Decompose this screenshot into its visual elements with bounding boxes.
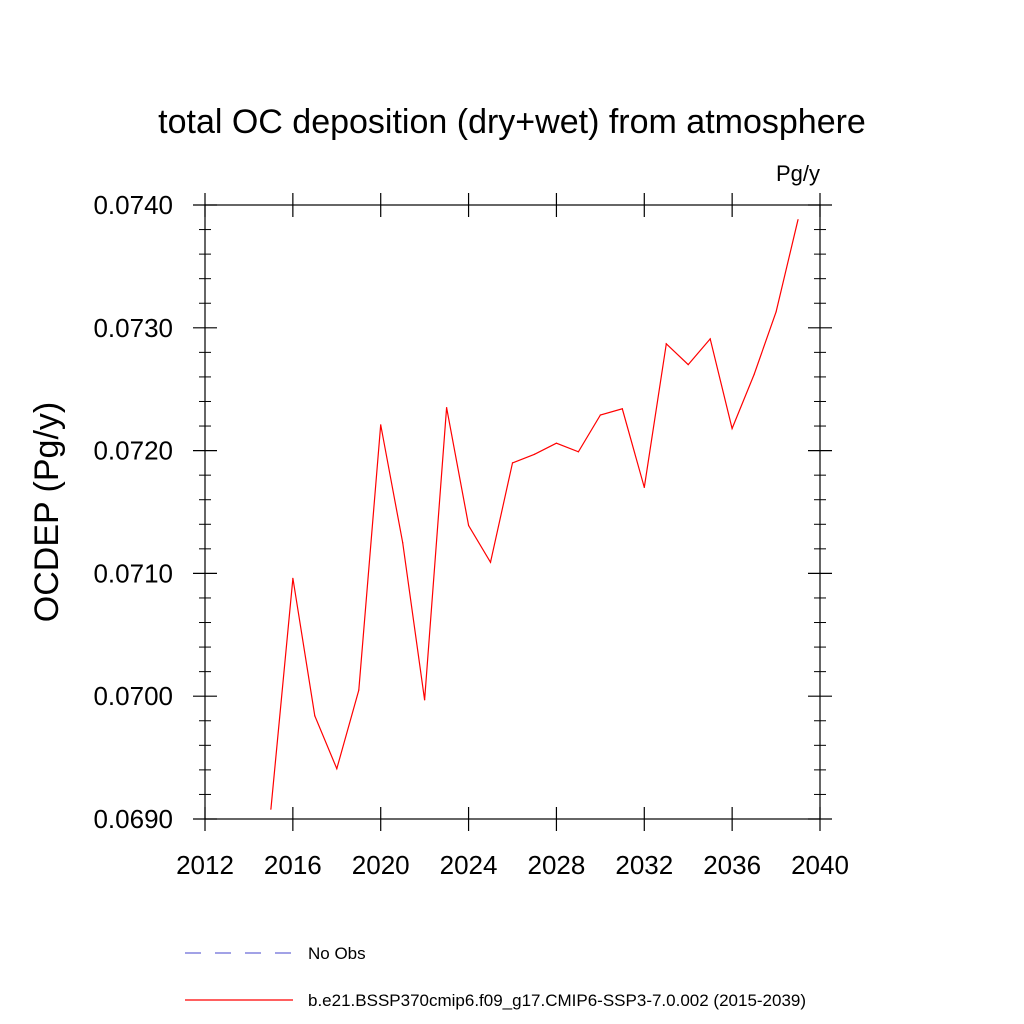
- data-point: [336, 768, 338, 770]
- y-tick-label: 0.0700: [93, 681, 173, 711]
- data-point: [665, 343, 667, 345]
- data-point: [467, 524, 470, 527]
- series-layer: [270, 219, 799, 810]
- x-tick-label: 2016: [264, 850, 322, 880]
- data-point: [424, 699, 426, 701]
- data-point: [380, 424, 382, 426]
- x-tick-label: 2012: [176, 850, 234, 880]
- data-point: [533, 453, 536, 455]
- x-tick-labels: 2012 2016 2020 2024 2028 2032 2036 2040: [176, 850, 849, 880]
- y-tick-label: 0.0730: [93, 313, 173, 343]
- y-tick-label: 0.0710: [93, 558, 173, 588]
- x-tick-label: 2032: [615, 850, 673, 880]
- x-tick-label: 2028: [528, 850, 586, 880]
- series-line-0: [270, 219, 799, 810]
- x-tick-label: 2024: [440, 850, 498, 880]
- data-point: [446, 407, 448, 409]
- data-point: [489, 561, 492, 563]
- data-point: [555, 442, 558, 444]
- data-point: [599, 414, 601, 416]
- data-point: [270, 808, 272, 810]
- data-point: [358, 689, 360, 691]
- x-tick-label: 2036: [703, 850, 761, 880]
- x-tick-label: 2020: [352, 850, 410, 880]
- data-point: [687, 364, 689, 366]
- legend-label: No Obs: [308, 944, 366, 963]
- data-point: [314, 715, 316, 717]
- data-point: [709, 338, 711, 340]
- data-point: [643, 486, 645, 489]
- y-tick-labels: 0.0690 0.0700 0.0710 0.0720 0.0730 0.0740: [93, 190, 173, 834]
- legend: No Obs b.e21.BSSP370cmip6.f09_g17.CMIP6-S…: [185, 944, 806, 1010]
- units-label: Pg/y: [776, 161, 820, 186]
- x-tick-label: 2040: [791, 850, 849, 880]
- plot-frame: [204, 204, 821, 820]
- data-point: [577, 451, 579, 453]
- chart-title: total OC deposition (dry+wet) from atmos…: [158, 103, 866, 141]
- y-axis-label: OCDEP (Pg/y): [28, 402, 66, 622]
- data-point: [775, 311, 777, 313]
- y-tick-label: 0.0740: [93, 190, 173, 220]
- data-point: [621, 408, 623, 410]
- axis-ticks: [193, 193, 832, 831]
- data-point: [731, 427, 733, 430]
- y-tick-label: 0.0690: [93, 804, 173, 834]
- y-tick-label: 0.0720: [93, 436, 173, 466]
- data-point: [511, 462, 514, 464]
- data-point: [292, 577, 294, 579]
- legend-label: b.e21.BSSP370cmip6.f09_g17.CMIP6-SSP3-7.…: [308, 991, 806, 1010]
- data-point: [797, 219, 799, 221]
- data-point: [402, 542, 404, 544]
- data-point: [753, 373, 755, 376]
